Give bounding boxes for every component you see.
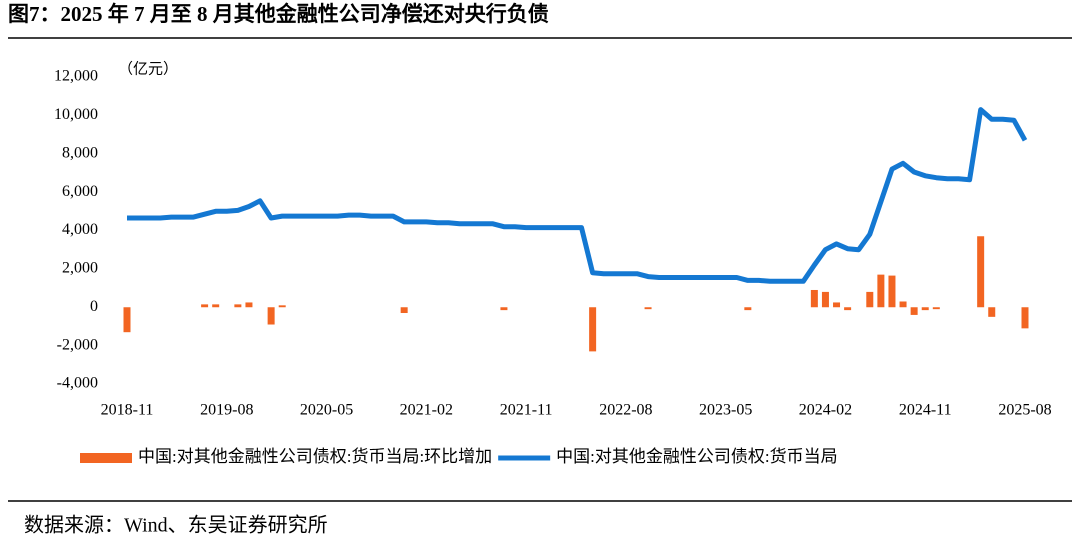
y-tick-label: 10,000 <box>54 106 98 123</box>
bar <box>267 307 275 325</box>
x-tick-label: 2018-11 <box>101 402 154 419</box>
legend-label: 中国:对其他金融性公司债权:货币当局 <box>556 447 837 466</box>
bar <box>278 305 286 308</box>
x-tick-label: 2019-08 <box>200 402 253 419</box>
bar <box>201 304 209 308</box>
bar <box>500 307 508 311</box>
x-tick-label: 2022-08 <box>599 402 652 419</box>
x-tick-label: 2023-05 <box>699 402 752 419</box>
bar <box>910 307 918 315</box>
y-unit: （亿元） <box>118 60 178 77</box>
y-tick-label: 8,000 <box>62 144 98 161</box>
source: 数据来源：Wind、东吴证券研究所 <box>24 514 328 537</box>
x-tick-label: 2025-08 <box>998 402 1051 419</box>
y-tick-label: -2,000 <box>57 336 98 353</box>
bar <box>899 301 907 308</box>
legend-label: 中国:对其他金融性公司债权:货币当局:环比增加 <box>138 447 492 466</box>
bar <box>644 307 652 310</box>
bar <box>234 304 242 308</box>
bar <box>888 275 896 308</box>
x-tick-label: 2021-02 <box>400 402 453 419</box>
x-tick-label: 2020-05 <box>300 402 353 419</box>
x-tick-label: 2021-11 <box>500 402 553 419</box>
y-tick-label: 6,000 <box>62 183 98 200</box>
line <box>127 107 1028 284</box>
bar <box>1021 307 1029 329</box>
legend-swatch <box>80 453 132 463</box>
bar <box>844 307 852 311</box>
bar <box>810 289 818 308</box>
bar <box>921 307 929 311</box>
bar <box>123 307 131 333</box>
bar <box>400 307 408 314</box>
bar <box>833 302 841 308</box>
bar <box>589 307 597 352</box>
y-tick-label: 0 <box>90 298 98 315</box>
bar <box>212 304 220 308</box>
bar <box>977 236 985 308</box>
y-tick-label: 12,000 <box>54 68 98 85</box>
bar <box>821 291 829 308</box>
bar <box>877 274 885 308</box>
y-tick-label: -4,000 <box>57 375 98 392</box>
bar <box>932 307 940 310</box>
chart-title: 图7：2025 年 7 月至 8 月其他金融性公司净偿还对央行负债 <box>8 2 549 26</box>
bar <box>988 307 996 317</box>
x-tick-label: 2024-11 <box>899 402 952 419</box>
bar <box>245 302 253 308</box>
bar <box>866 291 874 308</box>
bar <box>744 307 752 311</box>
x-tick-label: 2024-02 <box>799 402 852 419</box>
y-tick-label: 2,000 <box>62 260 98 277</box>
y-tick-label: 4,000 <box>62 221 98 238</box>
